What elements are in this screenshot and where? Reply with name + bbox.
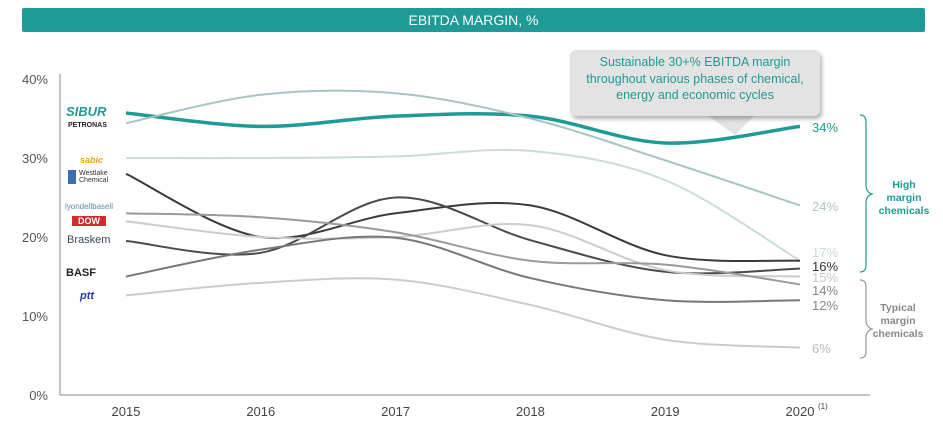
group-label-high: High	[892, 179, 915, 191]
chart-title: EBITDA MARGIN, %	[22, 8, 925, 32]
callout-pointer	[700, 110, 760, 135]
logo-sabic: sabic	[80, 155, 104, 165]
series-line-dow	[125, 220, 801, 278]
series-line-sabic	[125, 148, 801, 262]
series-line-westlake-chemical	[125, 172, 801, 263]
series-line-sibur	[125, 111, 801, 145]
data-label: 15%	[812, 270, 838, 285]
data-label: 24%	[812, 199, 838, 214]
data-label: 12%	[812, 298, 838, 313]
x-tick-label: 2020	[786, 404, 815, 419]
y-tick-label: 30%	[22, 151, 48, 166]
typical-margin-bracket	[859, 279, 874, 359]
series-line-ptt	[125, 277, 801, 349]
series-line-basf	[125, 235, 801, 303]
y-tick-label: 0%	[29, 388, 48, 403]
data-label: 14%	[812, 283, 838, 298]
y-tick-label: 10%	[22, 309, 48, 324]
data-label: 17%	[812, 245, 838, 260]
group-label-high: chemicals	[879, 205, 930, 217]
series-line-petronas	[125, 89, 801, 207]
logo-basf: BASF	[66, 267, 96, 279]
x-tick-label: 2015	[112, 404, 141, 419]
logo-lyondellbasell: lyondellbasell	[65, 202, 114, 211]
x-tick-label: 2019	[651, 404, 680, 419]
group-label-typical: Typical	[880, 302, 915, 314]
data-label: 34%	[812, 120, 838, 135]
logo-dow: DOW	[72, 216, 106, 226]
group-label-typical: margin	[880, 315, 915, 327]
logo-braskem: Braskem	[67, 234, 111, 246]
logo-westlake: Westlake Chemical	[68, 170, 129, 184]
callout-box: Sustainable 30+% EBITDA margin throughou…	[570, 50, 820, 116]
logo-ptt: ptt	[80, 290, 95, 302]
high-margin-bracket	[859, 114, 874, 273]
data-label: 16%	[812, 259, 838, 274]
x-tick-label: 2016	[246, 404, 275, 419]
group-label-typical: chemicals	[873, 328, 924, 340]
x-tick-label: 2018	[516, 404, 545, 419]
x-tick-label: 2017	[381, 404, 410, 419]
data-label: 6%	[812, 341, 831, 356]
footnote-marker: (1)	[818, 402, 828, 411]
y-tick-label: 40%	[22, 72, 48, 87]
series-line-lyondellbasell	[125, 212, 801, 286]
logo-sibur: SIBUR	[66, 104, 107, 119]
group-label-high: margin	[886, 192, 921, 204]
logo-petronas: PETRONAS	[68, 122, 107, 129]
y-tick-label: 20%	[22, 230, 48, 245]
series-line-braskem	[125, 196, 801, 275]
